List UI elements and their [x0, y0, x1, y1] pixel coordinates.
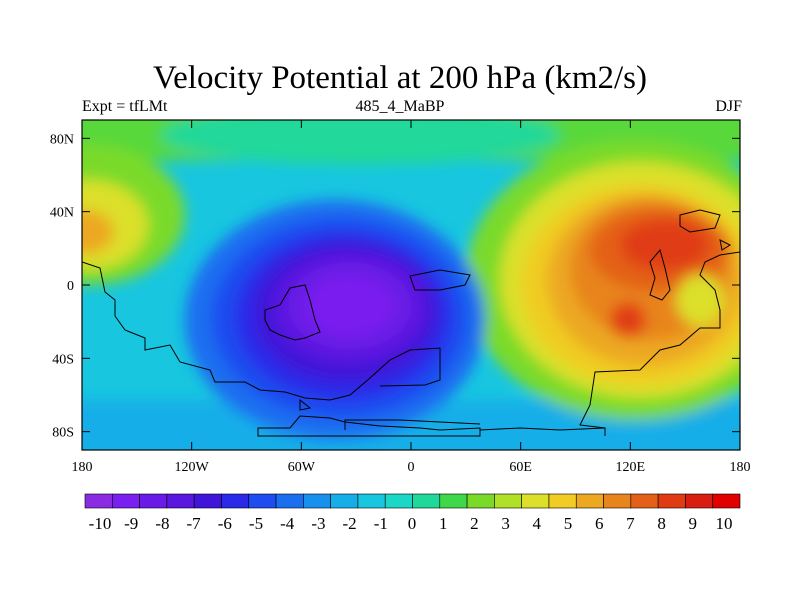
colorbar-swatch	[439, 493, 468, 509]
coast-small-2	[719, 239, 732, 251]
coast-east-2	[479, 427, 606, 431]
colorbar-swatch	[357, 493, 386, 509]
colorbar-swatch	[139, 493, 168, 509]
y-tick-label: 80S	[52, 426, 74, 441]
x-tick-label: 0	[408, 460, 415, 475]
colorbar-swatch	[494, 493, 522, 509]
colorbar-label: -6	[218, 514, 232, 533]
colorbar-swatch	[303, 493, 331, 509]
band-north-inner	[160, 120, 560, 165]
y-tick-label: 40S	[52, 352, 74, 367]
season-label: DJF	[715, 98, 742, 115]
colorbar-label: -10	[89, 514, 112, 533]
colorbar-swatch	[412, 493, 441, 509]
colorbar-label: 8	[657, 514, 666, 533]
colorbar-swatch	[521, 493, 550, 509]
colorbar-label: -4	[280, 514, 295, 533]
colorbar-swatch	[685, 493, 714, 509]
colorbar-swatch	[84, 493, 113, 509]
colorbar-label: 6	[595, 514, 604, 533]
colorbar-label: 1	[439, 514, 448, 533]
colorbar-label: 10	[716, 514, 733, 533]
coast-island	[264, 284, 321, 341]
colorbar-label: 3	[501, 514, 510, 533]
west-high-core	[82, 210, 114, 254]
colorbar-swatch	[248, 493, 277, 509]
coast-east-1	[579, 251, 740, 436]
colorbar-swatch	[384, 493, 413, 509]
colorbar-label: -1	[374, 514, 388, 533]
contour-field	[82, 120, 740, 450]
coastlines	[82, 209, 740, 437]
colorbar-label: -3	[311, 514, 325, 533]
chart-title: Velocity Potential at 200 hPa (km2/s)	[152, 60, 648, 96]
colorbar-label: 2	[470, 514, 479, 533]
center-low-core	[306, 276, 394, 336]
colorbar-swatch	[111, 493, 140, 509]
colorbar-label: -2	[343, 514, 357, 533]
x-tick-label: 60W	[288, 460, 316, 475]
colorbar-swatch	[193, 493, 222, 509]
colorbar-swatch	[330, 493, 359, 509]
colorbar-swatch	[657, 493, 686, 509]
x-tick-label: 60E	[509, 460, 532, 475]
colorbar-label: -5	[249, 514, 263, 533]
y-tick-label: 80N	[50, 132, 74, 147]
colorbar-swatch	[630, 493, 659, 509]
coast-peninsula	[649, 248, 671, 301]
x-tick-label: 180	[72, 460, 93, 475]
colorbar-swatch	[548, 493, 577, 509]
colorbar-label: 5	[564, 514, 573, 533]
x-tick-label: 120E	[616, 460, 646, 475]
coast-small	[299, 398, 312, 411]
colorbar-swatch	[275, 493, 304, 509]
coast-antarctic-b	[344, 419, 481, 430]
colorbar-swatch	[221, 493, 250, 509]
coast-antarctic-a	[257, 415, 481, 437]
coast-patch	[409, 269, 471, 291]
colorbar-label: -7	[187, 514, 202, 533]
x-tick-label: 120W	[175, 460, 210, 475]
colorbar-label: 0	[408, 514, 417, 533]
east-high-secondary	[610, 302, 646, 338]
y-tick-label: 40N	[50, 206, 74, 221]
colorbar-label: 7	[626, 514, 635, 533]
colorbar-swatch	[575, 493, 604, 509]
case-label: 485_4_MaBP	[355, 98, 445, 115]
coast-japan	[679, 209, 721, 233]
axis-ticks: 180 120W 60W 0 60E 120E 180 80N 40N 0 40S 80S	[50, 120, 751, 475]
east-high-core	[620, 219, 710, 271]
colorbar-label: 4	[533, 514, 542, 533]
coast-line-west	[82, 261, 441, 401]
east-gap-yellow	[676, 274, 724, 326]
colorbar-swatch	[466, 493, 495, 509]
colorbar-swatch	[166, 493, 195, 509]
experiment-label: Expt = tfLMt	[82, 98, 168, 115]
colorbar-swatch	[712, 493, 741, 509]
y-tick-label: 0	[67, 279, 74, 294]
colorbar-swatch	[603, 493, 632, 509]
colorbar: -10 -9 -8 -7 -6 -5 -4 -3 -2 -1 0 1 2 3 4 5 6 7 8 9 10	[84, 493, 741, 533]
colorbar-label: -9	[124, 514, 138, 533]
colorbar-label: -8	[155, 514, 169, 533]
x-tick-label: 180	[730, 460, 751, 475]
colorbar-label: 9	[689, 514, 698, 533]
